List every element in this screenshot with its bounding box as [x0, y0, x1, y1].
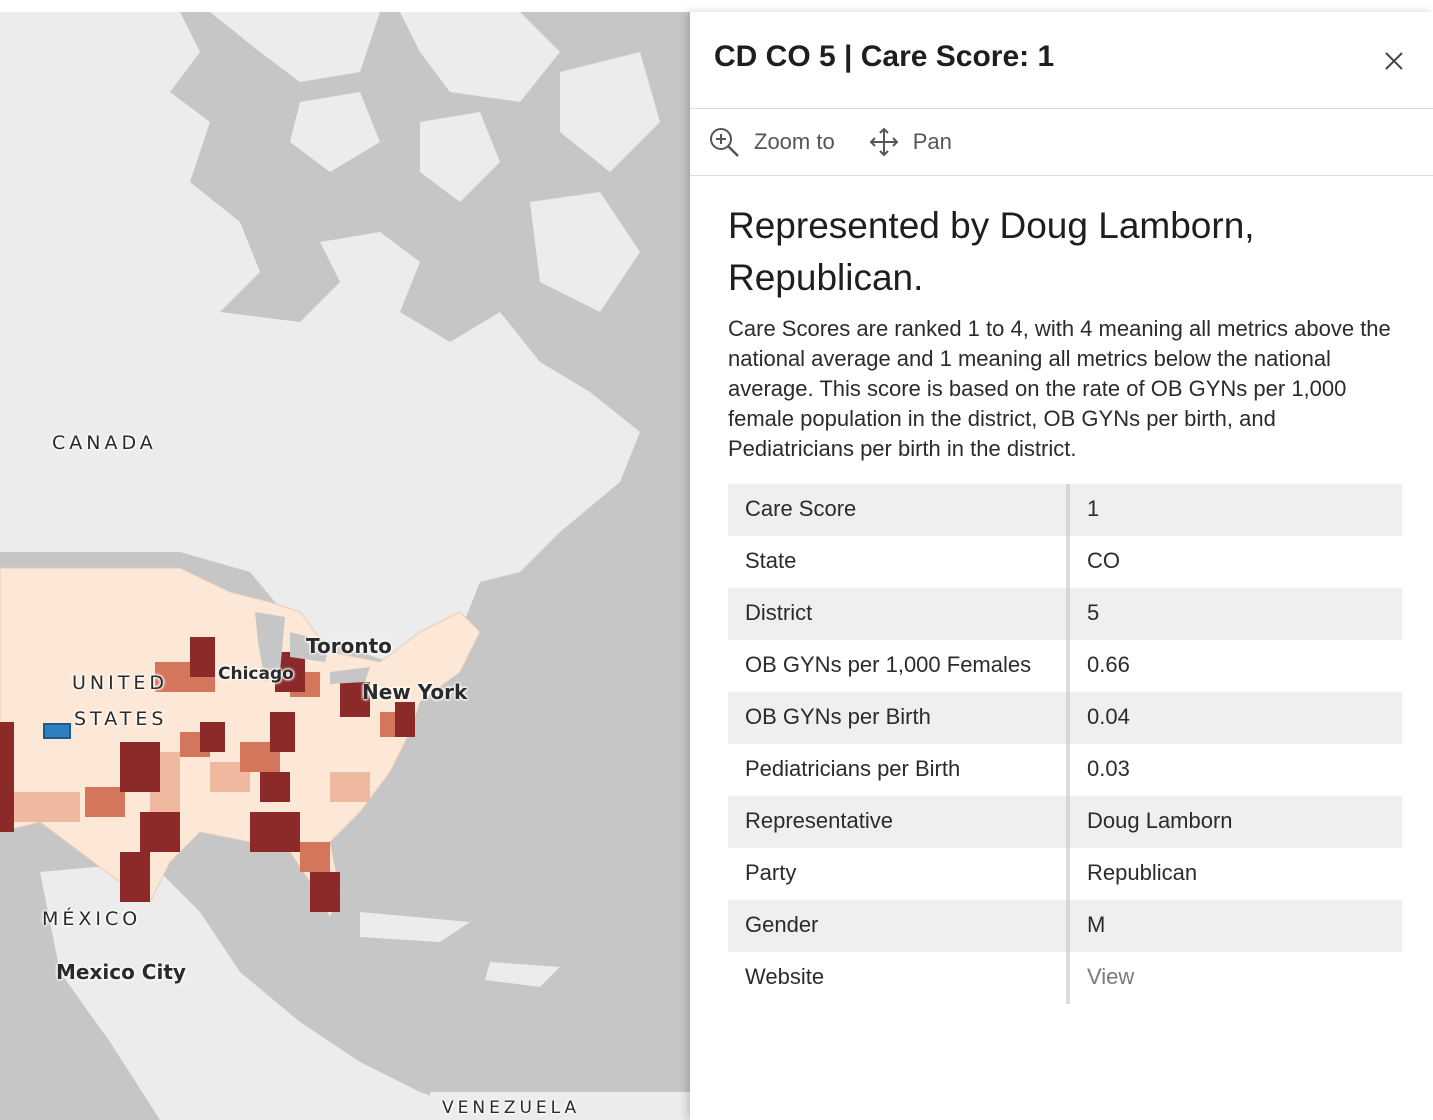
table-row: Website View: [728, 952, 1402, 1004]
field-value: M: [1068, 900, 1402, 952]
table-row: District 5: [728, 588, 1402, 640]
label-toronto: Toronto: [306, 634, 392, 658]
attribute-table: Care Score 1 State CO District 5 OB GYNs…: [728, 484, 1402, 1004]
field-value: 1: [1068, 484, 1402, 536]
field-value: 0.04: [1068, 692, 1402, 744]
field-name: District: [728, 588, 1070, 640]
field-value: 5: [1068, 588, 1402, 640]
field-name: Party: [728, 848, 1070, 900]
label-venezuela: VENEZUELA: [442, 1098, 581, 1118]
table-row: State CO: [728, 536, 1402, 588]
field-value: Doug Lamborn: [1068, 796, 1402, 848]
popup-toolbar: Zoom to Pan: [690, 109, 1433, 176]
field-name: Representative: [728, 796, 1070, 848]
field-name: Gender: [728, 900, 1070, 952]
label-canada: CANADA: [52, 432, 157, 454]
popup-content: Represented by Doug Lamborn, Republican.…: [690, 176, 1433, 1004]
table-row: OB GYNs per 1,000 Females 0.66: [728, 640, 1402, 692]
table-row: OB GYNs per Birth 0.04: [728, 692, 1402, 744]
table-row: Party Republican: [728, 848, 1402, 900]
zoom-to-button[interactable]: Zoom to: [708, 126, 835, 158]
label-states: STATES: [74, 708, 168, 730]
popup-heading: Represented by Doug Lamborn, Republican.: [728, 205, 1255, 298]
close-button[interactable]: [1379, 46, 1409, 76]
field-name: State: [728, 536, 1070, 588]
field-name: Pediatricians per Birth: [728, 744, 1070, 796]
field-value: 0.66: [1087, 652, 1130, 677]
field-value: CO: [1087, 548, 1120, 573]
website-link[interactable]: View: [1087, 964, 1135, 989]
pan-label: Pan: [912, 129, 952, 154]
field-value: 0.03: [1087, 756, 1130, 781]
basemap: [0, 12, 700, 1120]
zoom-in-icon: [710, 128, 739, 157]
label-mexico: MÉXICO: [42, 908, 142, 930]
popup-description: Care Scores are ranked 1 to 4, with 4 me…: [728, 316, 1391, 461]
pan-button[interactable]: Pan: [869, 127, 952, 157]
zoom-to-label: Zoom to: [754, 129, 835, 154]
close-icon: [1385, 52, 1403, 70]
table-row: Representative Doug Lamborn: [728, 796, 1402, 848]
popup-header: CD CO 5 | Care Score: 1: [690, 12, 1433, 109]
label-united: UNITED: [72, 672, 168, 694]
field-name: Website: [728, 952, 1070, 1004]
feature-popup: CD CO 5 | Care Score: 1 Zoom to Pan Repr…: [690, 12, 1433, 1120]
move-icon: [869, 127, 899, 157]
label-mexico-city: Mexico City: [56, 960, 186, 984]
selected-district-outline[interactable]: [43, 723, 71, 739]
table-row: Pediatricians per Birth 0.03: [728, 744, 1402, 796]
table-row: Gender M: [728, 900, 1402, 952]
field-value: Republican: [1087, 860, 1198, 885]
label-chicago: Chicago: [218, 664, 294, 684]
field-value: View: [1068, 952, 1402, 1004]
map-view[interactable]: CANADA UNITED STATES MÉXICO Mexico City …: [0, 12, 700, 1120]
table-row: Care Score 1: [728, 484, 1402, 536]
field-name: OB GYNs per Birth: [728, 692, 1070, 744]
popup-title: CD CO 5 | Care Score: 1: [714, 40, 1055, 73]
label-new-york: New York: [362, 680, 468, 704]
field-name: OB GYNs per 1,000 Females: [728, 640, 1070, 692]
field-name: Care Score: [728, 484, 1070, 536]
